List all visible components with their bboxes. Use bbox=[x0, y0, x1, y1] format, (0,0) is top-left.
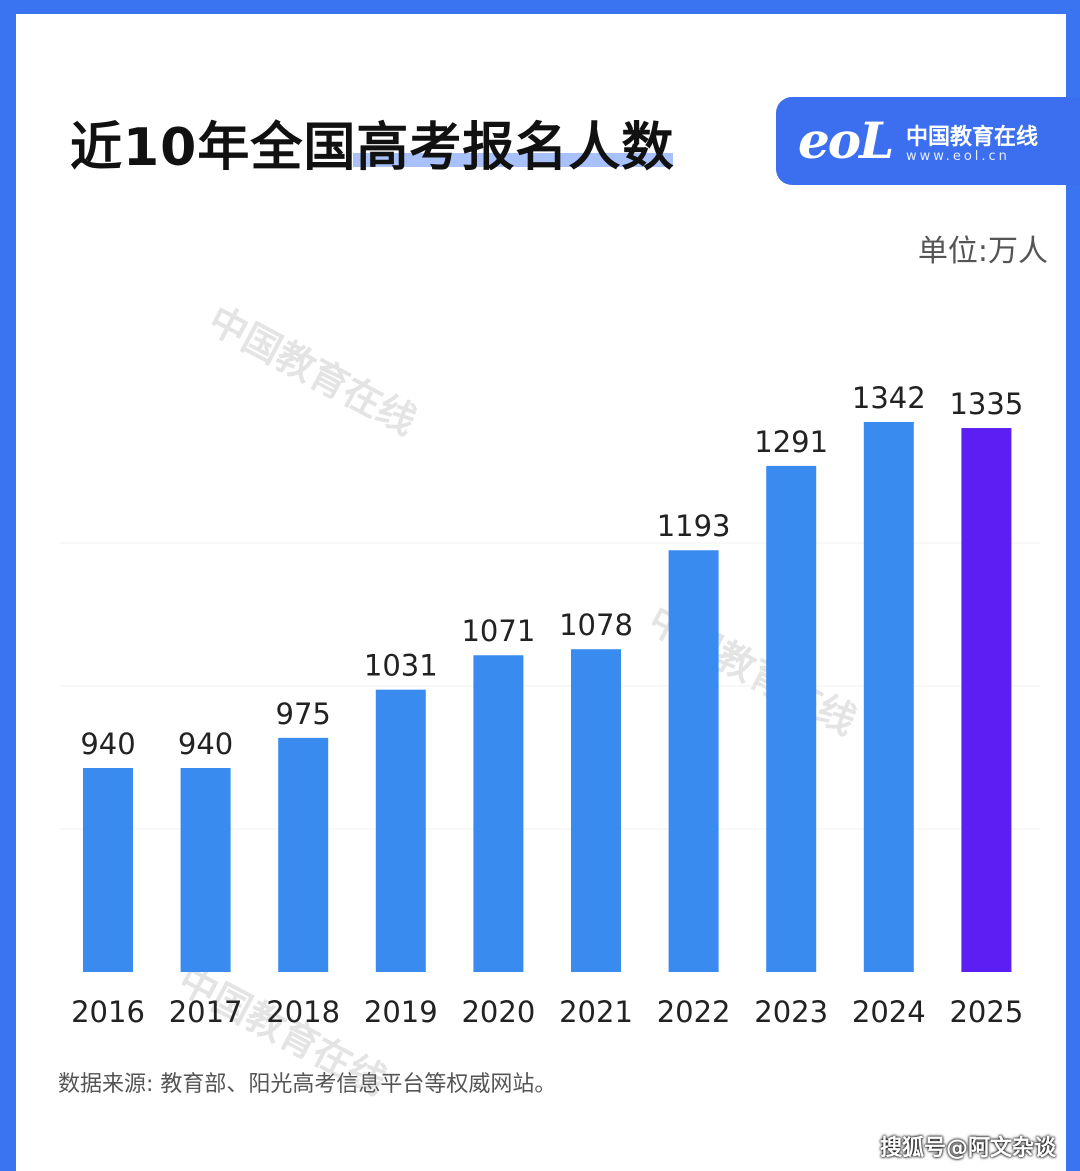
unit-label: 单位:万人 bbox=[917, 234, 1048, 269]
bar-2025 bbox=[961, 428, 1012, 972]
eol-logo-name: 中国教育在线 bbox=[906, 125, 1039, 150]
eol-logo-mark: eoL bbox=[798, 111, 894, 170]
x-tick-2025: 2025 bbox=[949, 995, 1023, 1029]
x-tick-2018: 2018 bbox=[266, 995, 340, 1029]
x-tick-2021: 2021 bbox=[559, 995, 633, 1029]
bar-2020 bbox=[473, 655, 524, 972]
bar-2022 bbox=[668, 550, 719, 972]
data-label-2022: 1193 bbox=[657, 509, 731, 543]
bar-2018 bbox=[278, 737, 329, 972]
title-block: 近10年全国高考报名人数 bbox=[70, 105, 674, 180]
data-source-note: 数据来源: 教育部、阳光高考信息平台等权威网站。 bbox=[58, 1072, 557, 1097]
x-tick-2023: 2023 bbox=[754, 995, 828, 1029]
data-label-2020: 1071 bbox=[461, 614, 535, 648]
data-label-2016: 940 bbox=[80, 727, 135, 761]
data-label-2023: 1291 bbox=[754, 425, 828, 459]
eol-logo: eoL 中国教育在线 www.eol.cn bbox=[776, 97, 1080, 185]
bar-2023 bbox=[766, 465, 817, 972]
chart-title: 近10年全国高考报名人数 bbox=[70, 118, 675, 178]
x-tick-2022: 2022 bbox=[657, 995, 731, 1029]
data-label-2025: 1335 bbox=[949, 387, 1023, 421]
data-label-2017: 940 bbox=[178, 727, 233, 761]
x-tick-2019: 2019 bbox=[364, 995, 438, 1029]
bar-2024 bbox=[863, 422, 914, 972]
publisher-credit: 搜狐号@阿文杂谈 bbox=[879, 1136, 1056, 1161]
eol-logo-url: www.eol.cn bbox=[906, 149, 1010, 164]
data-label-2024: 1342 bbox=[852, 381, 926, 415]
bar-2021 bbox=[571, 649, 621, 972]
bar-2016 bbox=[83, 768, 133, 972]
x-tick-2016: 2016 bbox=[71, 995, 145, 1029]
data-label-2018: 975 bbox=[276, 697, 331, 731]
x-tick-2020: 2020 bbox=[461, 995, 535, 1029]
x-tick-2024: 2024 bbox=[852, 995, 926, 1029]
data-label-2019: 1031 bbox=[364, 649, 438, 683]
data-label-2021: 1078 bbox=[559, 608, 633, 642]
bar-2017 bbox=[180, 768, 231, 972]
title-highlight bbox=[353, 153, 673, 167]
bar-2019 bbox=[375, 689, 426, 972]
x-tick-2017: 2017 bbox=[169, 995, 243, 1029]
bar-chart: 940 2016 940 2017 975 2018 1031 2019 1071 2020 107… bbox=[60, 381, 1040, 1029]
